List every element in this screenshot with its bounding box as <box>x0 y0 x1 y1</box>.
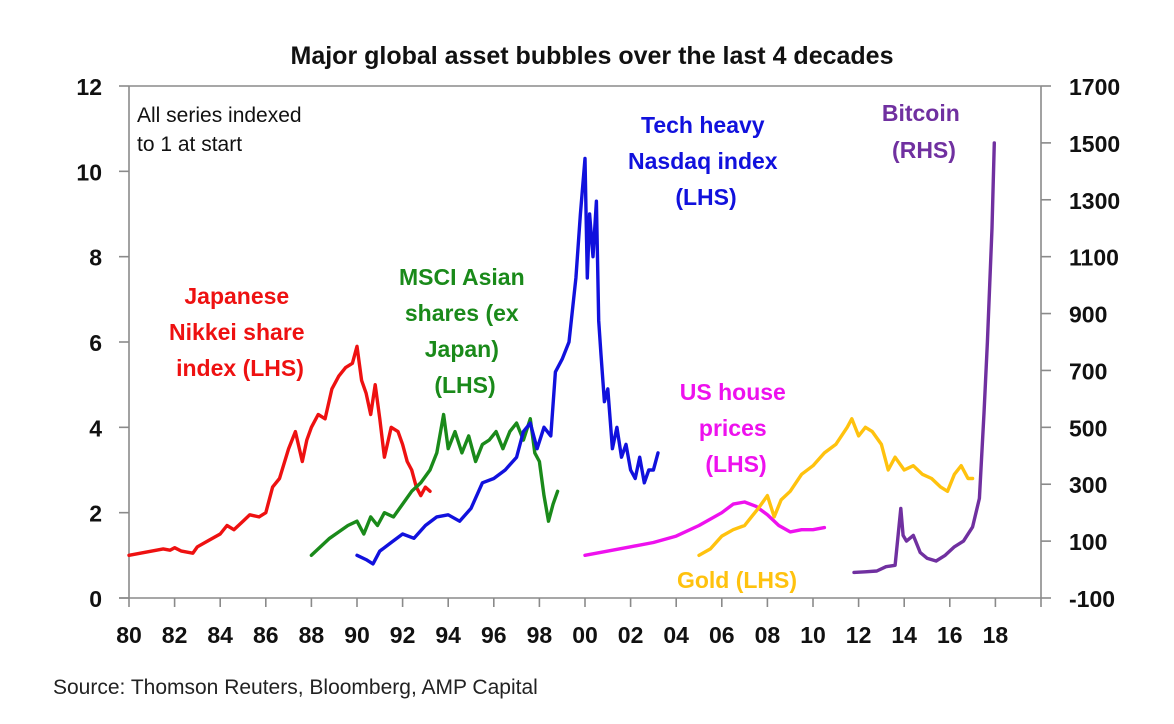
series-line-tech-heavy-nasdaq-index <box>355 156 660 566</box>
y-right-tick-label: 700 <box>1069 358 1107 384</box>
x-tick-label: 88 <box>299 622 325 648</box>
label-nikkei: Japanese Nikkei share index (LHS) <box>169 283 311 381</box>
y-left-tick-label: 2 <box>89 501 102 527</box>
x-tick-label: 02 <box>618 622 644 648</box>
x-tick-label: 84 <box>207 622 233 648</box>
y-left-tick-label: 12 <box>76 74 102 100</box>
label-us-house-line-1: US house <box>680 379 786 405</box>
label-msci-line-2: shares (ex <box>405 300 519 326</box>
x-tick-label: 08 <box>755 622 781 648</box>
label-us-house-line-3: (LHS) <box>705 451 766 477</box>
label-nasdaq-line-3: (LHS) <box>675 184 736 210</box>
x-tick-label: 94 <box>435 622 461 648</box>
label-gold-line-1: Gold (LHS) <box>677 567 797 593</box>
label-us-house-line-2: prices <box>699 415 767 441</box>
y-right-ticks: -100 100 300 500 700 900 1100 1300 1500 1700 <box>1041 74 1120 612</box>
y-left-tick-label: 0 <box>89 586 102 612</box>
x-tick-label: 18 <box>983 622 1009 648</box>
x-tick-label: 92 <box>390 622 416 648</box>
label-nasdaq: Tech heavy Nasdaq index (LHS) <box>628 112 784 210</box>
y-left-tick-label: 4 <box>89 415 102 441</box>
label-bitcoin-line-2: (RHS) <box>892 137 956 163</box>
note-line-2: to 1 at start <box>137 133 242 156</box>
y-right-tick-label: 1500 <box>1069 131 1120 157</box>
indexing-note: All series indexed to 1 at start <box>137 104 302 156</box>
label-bitcoin: Bitcoin (RHS) <box>882 100 966 163</box>
x-tick-label: 10 <box>800 622 826 648</box>
label-nasdaq-line-1: Tech heavy <box>641 112 765 138</box>
label-nikkei-line-3: index (LHS) <box>176 355 304 381</box>
chart-title: Major global asset bubbles over the last… <box>291 42 894 70</box>
x-tick-label: 06 <box>709 622 735 648</box>
label-msci-line-1: MSCI Asian <box>399 264 525 290</box>
y-right-tick-label: 300 <box>1069 472 1107 498</box>
series-line-bitcoin <box>852 141 996 575</box>
source-note: Source: Thomson Reuters, Bloomberg, AMP … <box>53 676 538 699</box>
x-tick-label: 90 <box>344 622 370 648</box>
label-nikkei-line-2: Nikkei share <box>169 319 305 345</box>
y-left-tick-label: 6 <box>89 330 102 356</box>
label-nasdaq-line-2: Nasdaq index <box>628 148 778 174</box>
x-tick-label: 98 <box>527 622 553 648</box>
series-group <box>127 141 996 575</box>
note-line-1: All series indexed <box>137 104 302 127</box>
y-right-tick-label: 1300 <box>1069 188 1120 214</box>
y-right-tick-label: 500 <box>1069 415 1107 441</box>
y-left-tick-label: 8 <box>89 245 102 271</box>
x-tick-label: 96 <box>481 622 507 648</box>
x-tick-label: 14 <box>891 622 917 648</box>
label-bitcoin-line-1: Bitcoin <box>882 100 960 126</box>
series-line-japanese-nikkei-share-index <box>127 344 432 557</box>
x-tick-label: 00 <box>572 622 598 648</box>
y-right-tick-label: 900 <box>1069 302 1107 328</box>
y-right-tick-label: 1700 <box>1069 74 1120 100</box>
x-tick-label: 12 <box>846 622 872 648</box>
y-left-ticks: 0 2 4 6 8 10 12 <box>76 74 129 612</box>
x-tick-label: 86 <box>253 622 279 648</box>
series-labels: Japanese Nikkei share index (LHS) MSCI A… <box>169 100 966 593</box>
label-us-house: US house prices (LHS) <box>680 379 792 477</box>
y-right-tick-label: 1100 <box>1069 245 1119 271</box>
series-line-us-house-prices <box>583 500 827 557</box>
y-left-tick-label: 10 <box>76 159 102 185</box>
x-tick-label: 04 <box>663 622 689 648</box>
x-tick-label: 82 <box>162 622 188 648</box>
label-nikkei-line-1: Japanese <box>184 283 289 309</box>
series-line-gold <box>697 417 975 557</box>
x-tick-label: 16 <box>937 622 963 648</box>
x-tick-label: 80 <box>116 622 142 648</box>
x-ticks: 80 82 84 86 88 90 92 94 96 98 00 02 04 06 08 10 12 14 16 18 <box>116 598 1042 648</box>
label-msci: MSCI Asian shares (ex Japan) (LHS) <box>399 264 531 398</box>
label-msci-line-3: Japan) <box>425 336 499 362</box>
label-msci-line-4: (LHS) <box>434 372 495 398</box>
y-right-tick-label: -100 <box>1069 586 1115 612</box>
label-gold: Gold (LHS) <box>677 567 797 593</box>
y-right-tick-label: 100 <box>1069 529 1107 555</box>
